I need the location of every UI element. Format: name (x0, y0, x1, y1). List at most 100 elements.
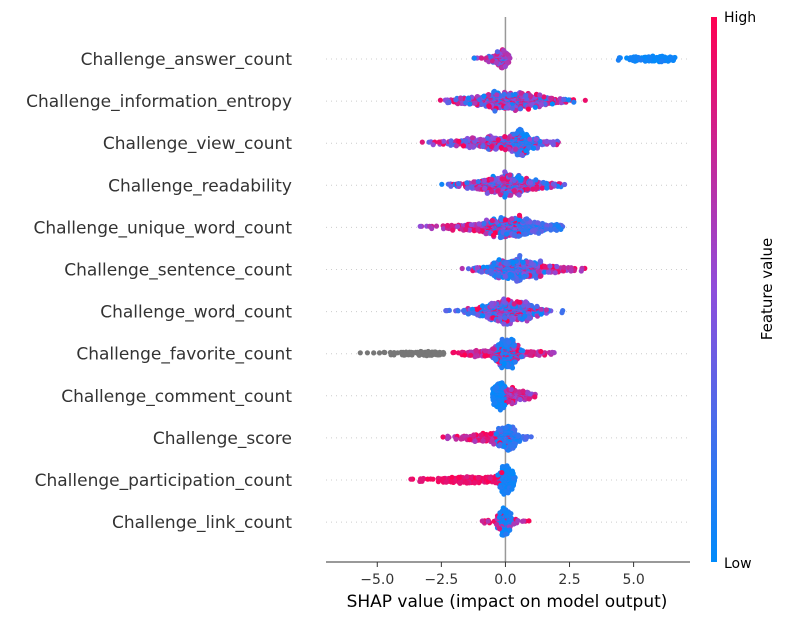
shap-point (481, 220, 487, 226)
shap-point (489, 144, 495, 150)
shap-point (524, 186, 531, 192)
shap-point (571, 99, 577, 105)
shap-point (544, 185, 550, 191)
shap-point (510, 259, 516, 266)
shap-point (615, 57, 622, 63)
shap-point (511, 177, 517, 184)
shap-point (450, 227, 456, 233)
shap-point (473, 347, 479, 354)
shap-point (461, 307, 467, 313)
shap-point (495, 137, 501, 143)
shap-point (448, 183, 454, 189)
shap-point (498, 215, 504, 221)
shap-point (454, 223, 461, 230)
shap-point (537, 92, 543, 98)
shap-point (495, 188, 501, 194)
shap-point (659, 53, 665, 59)
shap-point (458, 95, 464, 101)
shap-point (642, 58, 648, 64)
shap-point (476, 221, 482, 227)
shap-point (482, 348, 488, 354)
shap-point (668, 55, 675, 61)
shap-point (444, 222, 451, 229)
shap-point (474, 265, 480, 271)
shap-point (511, 342, 517, 348)
shap-point (527, 136, 533, 142)
shap-point (456, 138, 462, 144)
shap-point (490, 232, 497, 238)
shap-point (514, 278, 520, 284)
shap-point (559, 310, 565, 316)
shap-point (464, 185, 470, 191)
shap-point (538, 311, 544, 317)
shap-point (558, 226, 564, 232)
shap-point (479, 101, 485, 107)
shap-point (545, 269, 552, 275)
shap-point (501, 361, 507, 367)
shap-point (450, 350, 456, 356)
shap-point (467, 101, 473, 107)
shap-point (520, 348, 526, 354)
shap-point (480, 313, 486, 319)
shap-point (518, 90, 524, 96)
shap-point (448, 142, 454, 148)
shap-point (492, 108, 498, 114)
shap-point (364, 350, 370, 356)
shap-point (468, 222, 474, 228)
shap-point (468, 352, 474, 358)
shap-point (578, 268, 584, 274)
shap-point (455, 308, 461, 314)
shap-point (490, 135, 496, 141)
shap-point (479, 303, 486, 309)
shap-point (503, 260, 509, 267)
shap-point (471, 179, 477, 185)
shap-point (471, 310, 477, 316)
shap-point (536, 230, 542, 236)
shap-point (550, 181, 557, 187)
shap-point (474, 306, 480, 312)
shap-point (538, 348, 544, 355)
shap-point (484, 55, 490, 61)
shap-point (482, 353, 488, 359)
shap-point (489, 176, 495, 182)
shap-point (506, 93, 512, 99)
shap-point (502, 169, 508, 175)
shap-point (524, 216, 530, 222)
shap-point (542, 263, 548, 269)
shap-point (532, 104, 538, 110)
shap-point (516, 212, 523, 218)
shap-point (490, 346, 496, 352)
shap-point (507, 55, 513, 61)
shap-point (515, 174, 521, 180)
shap-point (523, 92, 529, 98)
shap-point (501, 298, 507, 304)
shap-point (530, 186, 536, 192)
shap-point (568, 268, 574, 274)
shap-point (550, 142, 557, 148)
shap-point (544, 138, 550, 144)
shap-point (382, 349, 388, 356)
shap-point (488, 54, 494, 60)
shap-point (507, 172, 513, 178)
shap-point (475, 179, 481, 185)
shap-point (651, 58, 657, 64)
shap-point (506, 339, 512, 345)
shap-point (480, 143, 486, 150)
shap-point (489, 300, 495, 306)
shap-point (512, 146, 519, 152)
shap-point (659, 58, 665, 64)
shap-point (518, 127, 524, 133)
shap-point (497, 234, 504, 241)
shap-point (493, 60, 499, 66)
shap-point (468, 143, 474, 149)
shap-point (493, 356, 499, 363)
shap-point (443, 308, 449, 314)
shap-point (425, 348, 431, 355)
shap-point (520, 259, 526, 265)
shap-point (534, 303, 540, 309)
shap-point (540, 179, 547, 186)
shap-point (561, 96, 567, 102)
shap-point (453, 97, 459, 103)
shap-point (514, 152, 520, 158)
shap-point (502, 147, 508, 153)
